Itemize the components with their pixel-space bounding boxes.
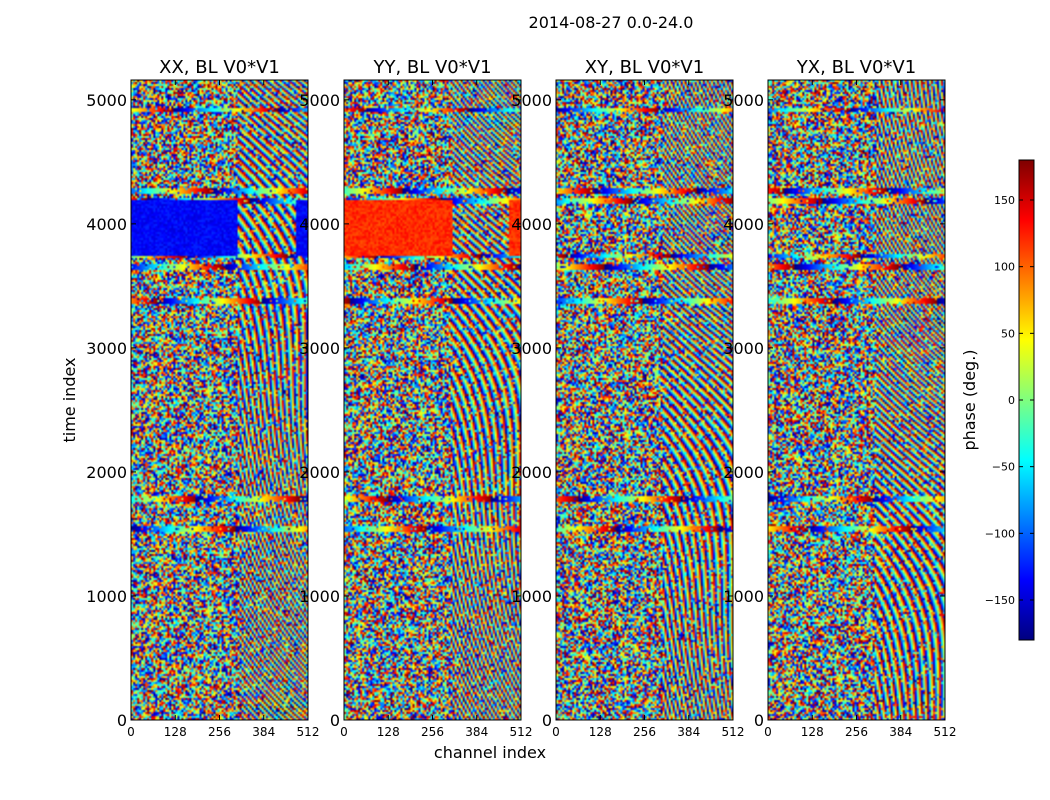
y-tick-label: 3000: [86, 339, 127, 358]
x-tick-label: 512: [722, 725, 745, 739]
x-tick-label: 256: [208, 725, 231, 739]
x-tick-label: 384: [889, 725, 912, 739]
panel-title: XY, BL V0*V1: [585, 57, 704, 78]
y-tick-label: 3000: [299, 339, 340, 358]
y-tick-label: 0: [117, 711, 127, 730]
heatmap-image: [556, 80, 733, 720]
panels: XX, BL V0*V1 0 1000 2000 3000 4000 5000 0 128 256…: [86, 57, 956, 739]
y-tick-label: 4000: [723, 215, 764, 234]
y-tick-label: 4000: [511, 215, 552, 234]
x-tick-label: 0: [552, 725, 560, 739]
y-tick-label: 1000: [723, 587, 764, 606]
x-tick-label: 512: [510, 725, 533, 739]
y-tick-label: 1000: [299, 587, 340, 606]
y-tick-label: 0: [754, 711, 764, 730]
colorbar-label: phase (deg.): [960, 349, 979, 450]
x-tick-label: 512: [297, 725, 320, 739]
x-tick-label: 256: [845, 725, 868, 739]
colorbar-tick-label: −50: [992, 461, 1015, 474]
colorbar-tick-label: −100: [985, 527, 1015, 540]
y-tick-label: 3000: [511, 339, 552, 358]
colorbar-tick-label: 150: [994, 194, 1015, 207]
x-tick-label: 0: [764, 725, 772, 739]
x-tick-label: 128: [164, 725, 187, 739]
y-tick-label: 5000: [511, 91, 552, 110]
colorbar-tick-label: 50: [1001, 327, 1015, 340]
heatmap-image: [344, 80, 521, 720]
x-tick-label: 128: [589, 725, 612, 739]
x-tick-label: 0: [340, 725, 348, 739]
panel-title: XX, BL V0*V1: [159, 57, 280, 78]
y-tick-label: 1000: [511, 587, 552, 606]
y-tick-label: 2000: [299, 463, 340, 482]
x-tick-label: 384: [252, 725, 275, 739]
y-tick-label: 2000: [511, 463, 552, 482]
x-tick-label: 0: [127, 725, 135, 739]
y-tick-label: 5000: [299, 91, 340, 110]
y-axis-label: time index: [60, 357, 79, 442]
colorbar-tick-label: −150: [985, 594, 1015, 607]
figure-title: 2014-08-27 0.0-24.0: [529, 13, 694, 32]
panel-4: YX, BL V0*V1 0 1000 2000 3000 4000 5000 0 128 256…: [723, 57, 956, 739]
x-tick-label: 384: [677, 725, 700, 739]
panel-title: YX, BL V0*V1: [796, 57, 916, 78]
colorbar-tick-label: 100: [994, 261, 1015, 274]
y-tick-label: 4000: [86, 215, 127, 234]
panel-1: XX, BL V0*V1 0 1000 2000 3000 4000 5000 0 128 256…: [86, 57, 319, 739]
y-tick-label: 0: [542, 711, 552, 730]
x-tick-label: 128: [801, 725, 824, 739]
x-tick-label: 384: [465, 725, 488, 739]
x-tick-label: 256: [633, 725, 656, 739]
x-tick-label: 128: [377, 725, 400, 739]
y-tick-label: 1000: [86, 587, 127, 606]
y-tick-label: 2000: [723, 463, 764, 482]
x-axis-label: channel index: [434, 743, 546, 762]
panel-3: XY, BL V0*V1 0 1000 2000 3000 4000 5000 0 128 256…: [511, 57, 744, 739]
panel-2: YY, BL V0*V1 0 1000 2000 3000 4000 5000 0 128 256…: [299, 57, 532, 739]
panel-title: YY, BL V0*V1: [372, 57, 491, 78]
y-tick-label: 0: [330, 711, 340, 730]
colorbar: 150 100 50 0 −50 −100 −150: [985, 159, 1035, 641]
heatmap-image: [131, 80, 308, 720]
y-tick-label: 5000: [723, 91, 764, 110]
y-tick-label: 2000: [86, 463, 127, 482]
colorbar-tick-label: 0: [1008, 394, 1015, 407]
y-tick-label: 4000: [299, 215, 340, 234]
x-tick-label: 256: [421, 725, 444, 739]
y-tick-label: 5000: [86, 91, 127, 110]
x-tick-label: 512: [934, 725, 957, 739]
heatmap-image: [768, 80, 945, 720]
y-tick-label: 3000: [723, 339, 764, 358]
